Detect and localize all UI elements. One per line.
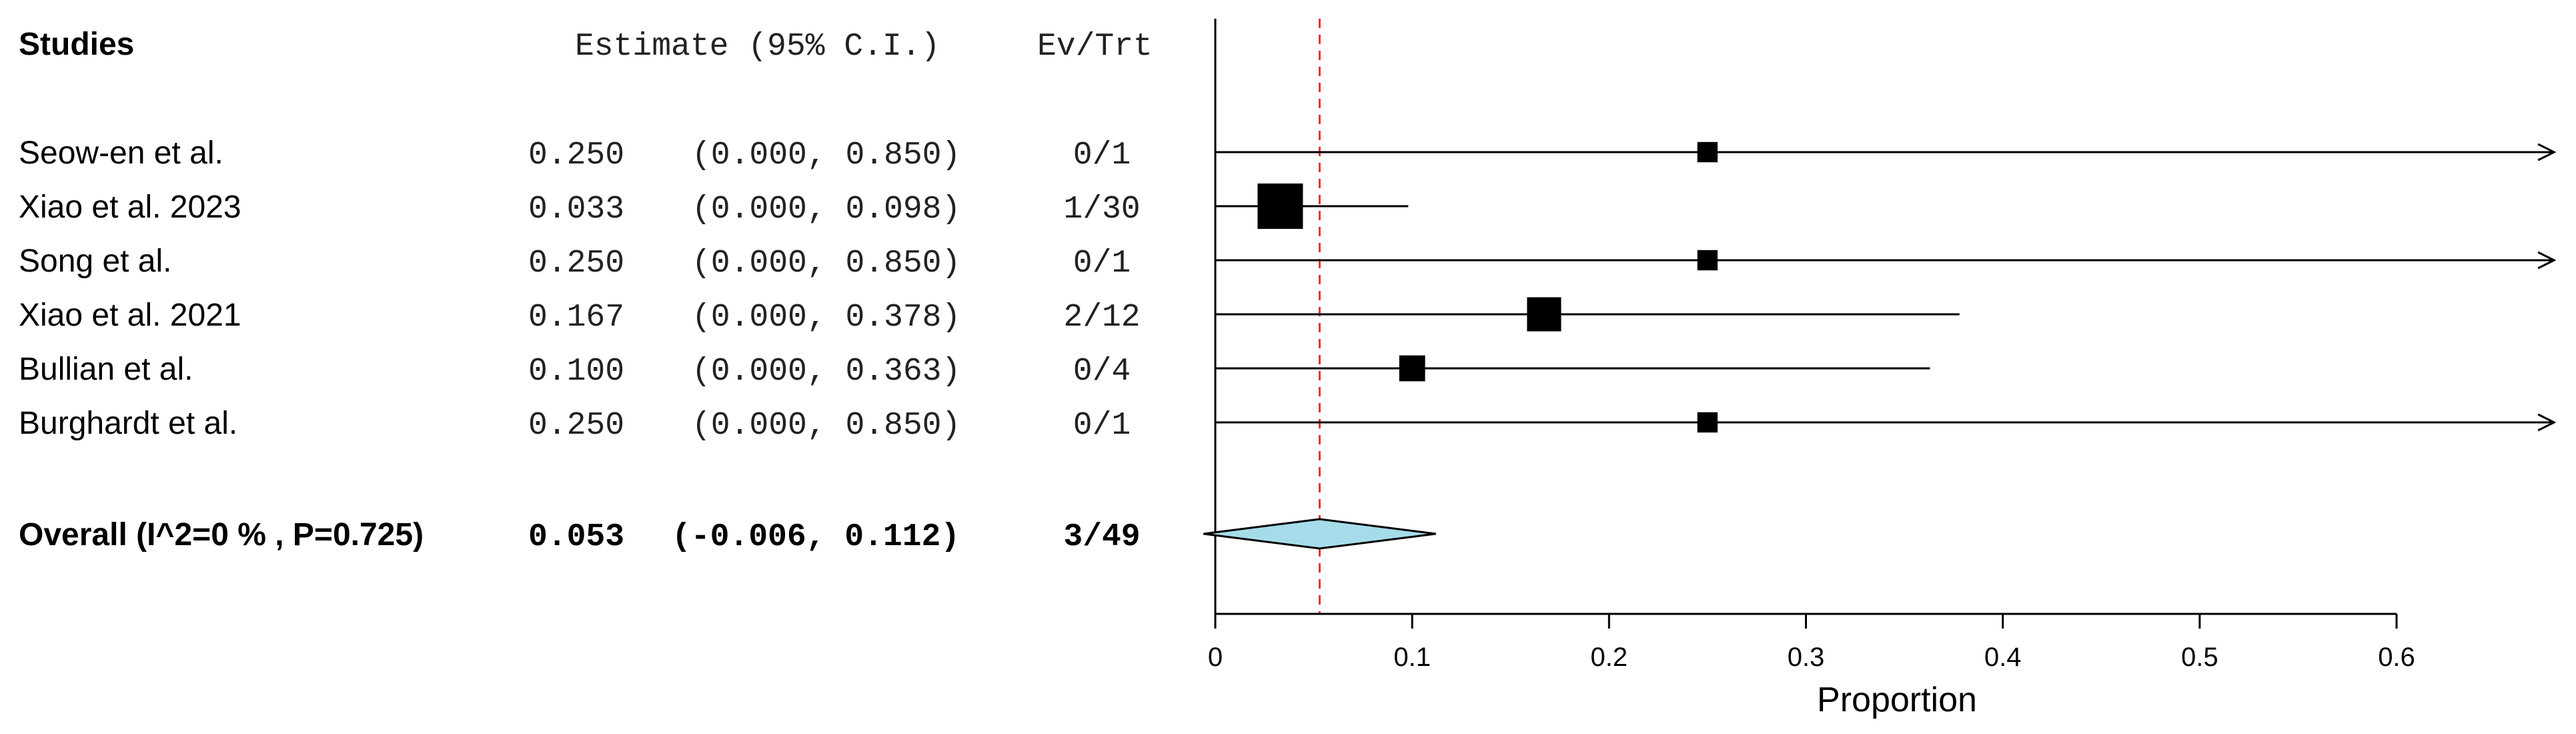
study-1-name: Seow-en et al. (19, 135, 223, 171)
study-1-estimate: 0.250 (528, 137, 624, 173)
study-3-ev-trt: 0/1 (1073, 246, 1131, 282)
overall-diamond (1203, 518, 1436, 550)
study-2-ev-trt: 1/30 (1063, 192, 1140, 228)
study-3-name: Song et al. (19, 244, 172, 279)
header-studies: Studies (19, 27, 134, 62)
overall-row: Overall (I^2=0 % , P=0.725) 0.053 (-0.006,… (19, 517, 1141, 555)
study-2-point (1257, 184, 1303, 229)
x-tick-label: 0.1 (1393, 643, 1431, 672)
study-2-ci: (0.000, 0.098) (692, 192, 960, 228)
x-tick-label: 0.4 (1984, 643, 2022, 672)
study-5-ev-trt: 0/4 (1073, 354, 1131, 390)
x-tick-label: 0.6 (2378, 643, 2415, 672)
x-axis: 0 0.1 0.2 0.3 0.4 0.5 0.6 (1208, 613, 2415, 672)
study-1-point (1697, 141, 1718, 163)
study-4-name: Xiao et al. 2021 (19, 298, 241, 333)
x-tick-label: 0.3 (1788, 643, 1825, 672)
study-5-estimate: 0.100 (528, 354, 624, 390)
overall-estimate: 0.053 (528, 519, 624, 555)
study-6-ci: (0.000, 0.850) (692, 408, 960, 444)
study-rows: Seow-en et al. 0.250 (0.000, 0.850) 0/1 Xia… (19, 135, 1141, 444)
study-2-name: Xiao et al. 2023 (19, 190, 241, 225)
x-tick-label: 0 (1208, 643, 1223, 672)
study-5-ci: (0.000, 0.363) (692, 354, 960, 390)
x-tick-label: 0.2 (1591, 643, 1628, 672)
overall-label: Overall (I^2=0 % , P=0.725) (19, 517, 424, 553)
study-3-ci: (0.000, 0.850) (692, 246, 960, 282)
x-axis-label: Proportion (1817, 681, 1977, 719)
study-5-point (1399, 355, 1425, 382)
study-1-ci: (0.000, 0.850) (692, 137, 960, 173)
study-6-name: Burghardt et al. (19, 406, 237, 441)
overall-ev-trt: 3/49 (1063, 519, 1140, 555)
study-4-point (1527, 297, 1561, 332)
study-6-point (1697, 412, 1718, 433)
study-4-estimate: 0.167 (528, 300, 624, 336)
study-3-estimate: 0.250 (528, 246, 624, 282)
study-2-estimate: 0.033 (528, 192, 624, 228)
study-3-point (1697, 250, 1718, 271)
study-6-ev-trt: 0/1 (1073, 408, 1131, 444)
x-tick-label: 0.5 (2181, 643, 2218, 672)
study-1-ev-trt: 0/1 (1073, 137, 1131, 173)
study-1-ci-arrow (2537, 143, 2557, 161)
study-6-ci-arrow (2537, 413, 2557, 432)
study-3-ci-arrow (2537, 251, 2557, 270)
study-5-name: Bullian et al. (19, 352, 193, 387)
overall-ci: (-0.006, 0.112) (672, 519, 960, 555)
study-4-ci: (0.000, 0.378) (692, 300, 960, 336)
header-estimate: Estimate (95% C.I.) (575, 29, 940, 65)
study-4-ev-trt: 2/12 (1063, 300, 1140, 336)
study-6-estimate: 0.250 (528, 408, 624, 444)
header-ev-trt: Ev/Trt (1037, 29, 1153, 65)
plot-marks (1203, 141, 2557, 550)
